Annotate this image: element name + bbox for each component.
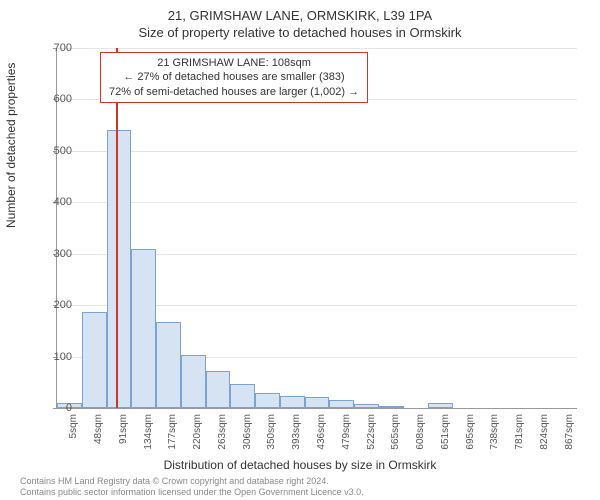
legend-line2: ← 27% of detached houses are smaller (38… [109, 70, 359, 84]
x-tick-label: 824sqm [539, 414, 550, 454]
title-main: 21, GRIMSHAW LANE, ORMSKIRK, L39 1PA [0, 0, 600, 23]
histogram-bar [206, 371, 231, 408]
y-tick-label: 600 [42, 93, 72, 105]
x-tick-label: 738sqm [489, 414, 500, 454]
x-tick-label: 91sqm [118, 414, 129, 454]
y-tick-label: 0 [42, 402, 72, 414]
footer-line1: Contains HM Land Registry data © Crown c… [20, 476, 364, 487]
histogram-bar [107, 130, 132, 408]
x-tick-label: 436sqm [316, 414, 327, 454]
histogram-bar [280, 396, 305, 408]
grid-line [57, 151, 577, 152]
x-tick-label: 565sqm [390, 414, 401, 454]
x-tick-label: 522sqm [366, 414, 377, 454]
legend-line3: 72% of semi-detached houses are larger (… [109, 85, 359, 99]
histogram-bar [156, 322, 181, 408]
y-tick-label: 500 [42, 145, 72, 157]
x-tick-label: 134sqm [143, 414, 154, 454]
histogram-bar [329, 400, 354, 408]
y-tick-label: 400 [42, 196, 72, 208]
x-tick-label: 867sqm [564, 414, 575, 454]
y-tick-label: 700 [42, 42, 72, 54]
x-axis-label: Distribution of detached houses by size … [0, 458, 600, 472]
x-tick-label: 263sqm [217, 414, 228, 454]
y-tick-label: 300 [42, 248, 72, 260]
histogram-bar [255, 393, 280, 408]
histogram-bar [131, 249, 156, 408]
x-tick-label: 781sqm [514, 414, 525, 454]
histogram-bar [82, 312, 107, 408]
grid-line [57, 202, 577, 203]
y-tick-label: 100 [42, 351, 72, 363]
histogram-bar [354, 404, 379, 408]
histogram-bar [230, 384, 255, 408]
y-tick-label: 200 [42, 299, 72, 311]
title-sub: Size of property relative to detached ho… [0, 23, 600, 40]
legend-box: 21 GRIMSHAW LANE: 108sqm ← 27% of detach… [100, 52, 368, 103]
x-tick-label: 48sqm [93, 414, 104, 454]
histogram-bar [305, 397, 330, 408]
grid-line [57, 48, 577, 49]
footer-line2: Contains public sector information licen… [20, 487, 364, 498]
x-tick-label: 651sqm [440, 414, 451, 454]
histogram-bar [379, 406, 404, 408]
histogram-bar [181, 355, 206, 408]
x-tick-label: 608sqm [415, 414, 426, 454]
x-tick-label: 350sqm [266, 414, 277, 454]
legend-line1: 21 GRIMSHAW LANE: 108sqm [109, 56, 359, 70]
footer: Contains HM Land Registry data © Crown c… [20, 476, 364, 498]
y-axis-label: Number of detached properties [4, 63, 18, 228]
histogram-bar [428, 403, 453, 408]
x-tick-label: 393sqm [291, 414, 302, 454]
x-tick-label: 5sqm [68, 414, 79, 454]
x-tick-label: 177sqm [167, 414, 178, 454]
x-tick-label: 479sqm [341, 414, 352, 454]
x-tick-label: 306sqm [242, 414, 253, 454]
x-tick-label: 695sqm [465, 414, 476, 454]
x-tick-label: 220sqm [192, 414, 203, 454]
